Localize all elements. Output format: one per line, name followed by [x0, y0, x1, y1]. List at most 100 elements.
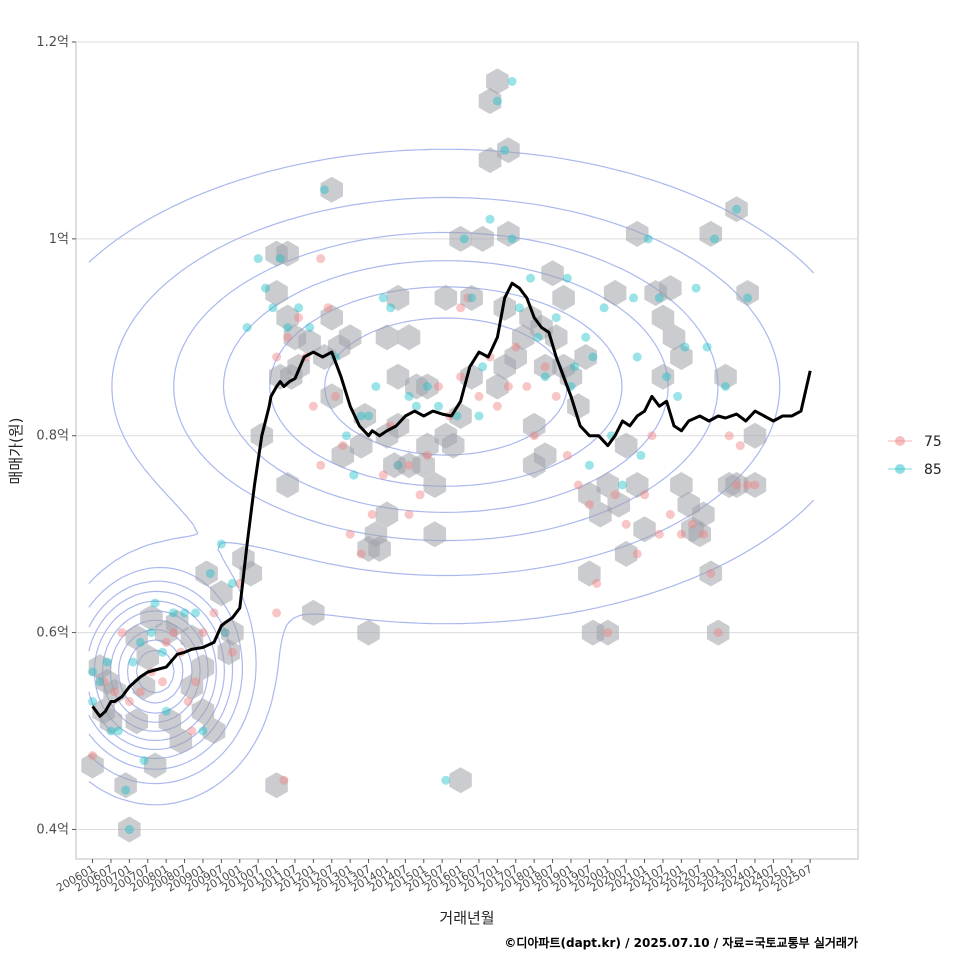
point-75: [434, 382, 443, 391]
point-75: [158, 677, 167, 687]
point-75: [724, 431, 734, 441]
hex-bin: [511, 324, 535, 351]
point-85: [485, 214, 495, 224]
hex-bin: [416, 373, 439, 400]
point-75: [654, 529, 664, 539]
hex-bin: [202, 718, 226, 744]
point-85: [629, 293, 638, 303]
point-85: [371, 382, 381, 391]
point-75: [323, 303, 333, 313]
caption: ©디아파트(dapt.kr) / 2025.07.10 / 자료=국토교통부 실…: [504, 935, 858, 950]
point-85: [386, 303, 396, 313]
point-75: [404, 510, 414, 519]
hex-bin: [165, 609, 189, 636]
hex-bin: [338, 324, 362, 351]
point-75: [272, 352, 282, 362]
point-75: [610, 490, 620, 500]
hex-bin: [659, 275, 682, 302]
x-axis-title: 거래년월: [439, 909, 494, 927]
hex-bin: [210, 580, 233, 607]
point-75: [474, 391, 484, 401]
hex-bin: [180, 624, 204, 651]
point-75: [665, 510, 675, 519]
hex-bin: [497, 137, 520, 164]
hex-bin: [614, 432, 638, 459]
point-85: [492, 96, 502, 106]
point-75: [367, 510, 377, 519]
point-85: [88, 667, 98, 677]
point-85: [113, 726, 123, 736]
point-75: [456, 372, 466, 382]
scatter-points: [88, 76, 760, 834]
hex-bin: [625, 220, 649, 247]
point-85: [732, 204, 742, 214]
hex-bin: [596, 619, 619, 646]
point-85: [533, 332, 543, 342]
point-75: [632, 549, 642, 559]
hex-bin: [136, 644, 159, 671]
x-axis: 2006012006072007012007072008012008072009…: [54, 859, 815, 895]
point-85: [356, 411, 366, 421]
hex-bin: [125, 708, 148, 735]
hex-bin: [375, 501, 399, 528]
point-75: [415, 490, 425, 500]
point-85: [422, 382, 432, 391]
point-75: [706, 569, 716, 578]
point-85: [459, 234, 469, 244]
point-75: [227, 647, 237, 657]
hex-bin: [493, 294, 516, 321]
trend-line-group: [91, 281, 812, 718]
legend-label-85: 85: [924, 462, 942, 478]
point-85: [180, 608, 190, 618]
hex-bin: [169, 727, 193, 754]
hex-bin: [331, 442, 355, 469]
point-75: [316, 254, 326, 264]
point-75: [735, 441, 745, 451]
hex-bin: [651, 363, 675, 390]
point-75: [573, 480, 583, 490]
point-85: [691, 283, 701, 293]
point-85: [268, 303, 278, 313]
legend: 75 85: [888, 434, 942, 478]
hex-bin: [486, 68, 509, 95]
point-75: [110, 687, 120, 697]
y-axis: 0.4억 0.6억 0.8억 1억 1.2억: [36, 35, 76, 837]
hex-bin: [441, 432, 465, 459]
point-75: [713, 628, 723, 638]
point-85: [102, 657, 112, 667]
point-75: [198, 628, 208, 638]
hex-bin: [265, 772, 288, 799]
point-75: [279, 775, 289, 785]
hex-bin: [533, 353, 557, 380]
point-85: [275, 254, 285, 264]
point-85: [342, 431, 351, 441]
hex-bin: [670, 472, 693, 498]
point-85: [411, 401, 421, 411]
hex-bin: [688, 521, 711, 548]
hex-bin: [191, 698, 215, 725]
point-85: [581, 332, 591, 342]
point-85: [662, 372, 672, 382]
point-85: [404, 391, 414, 401]
hex-bin: [412, 452, 435, 479]
hex-bin: [662, 324, 686, 351]
point-75: [463, 293, 473, 303]
point-75: [338, 441, 348, 451]
point-85: [283, 323, 293, 332]
point-85: [584, 460, 594, 470]
hex-bin: [217, 639, 240, 666]
point-85: [588, 352, 598, 362]
point-85: [599, 303, 609, 313]
point-85: [507, 234, 517, 244]
hex-bin: [725, 472, 748, 498]
hex-bin: [298, 329, 321, 356]
point-85: [636, 450, 646, 460]
point-75: [676, 529, 686, 539]
y-tick-label: 0.4억: [36, 822, 69, 837]
point-85: [161, 706, 171, 716]
point-75: [345, 529, 355, 539]
hex-bin: [386, 284, 410, 311]
point-85: [500, 145, 510, 155]
point-85: [393, 460, 403, 470]
point-85: [294, 303, 304, 313]
